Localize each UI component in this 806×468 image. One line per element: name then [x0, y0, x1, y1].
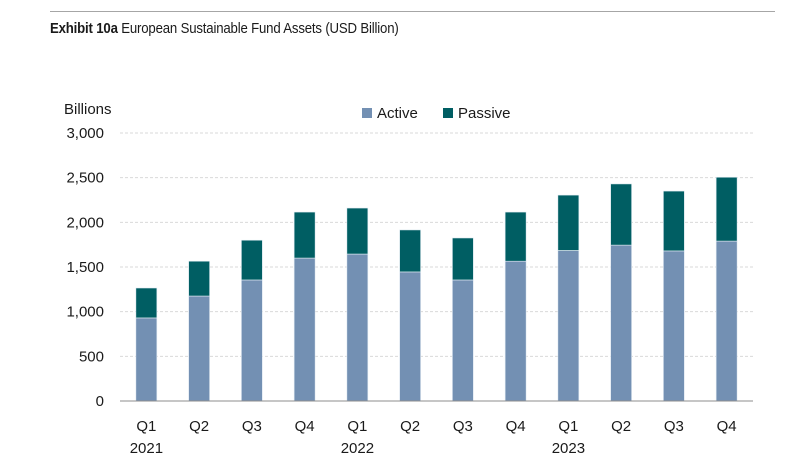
- y-tick-label: 3,000: [66, 125, 104, 142]
- exhibit-label: Exhibit 10a: [50, 20, 118, 37]
- bar-active: [346, 253, 369, 402]
- y-tick-label: 1,000: [66, 304, 104, 321]
- x-axis-ticks: Q1 2021 Q2 Q3 Q4 Q1 2022 Q2 Q3 Q4 Q1 2023 Q2 Q3 Q4: [130, 418, 737, 457]
- bar-active: [663, 250, 685, 402]
- bar-passive: [399, 229, 421, 273]
- legend-label-active: Active: [377, 105, 418, 122]
- bar-active: [135, 317, 158, 402]
- bar-passive: [293, 211, 316, 259]
- x-tick-label: Q4: [506, 418, 526, 435]
- bar-active: [241, 279, 263, 402]
- x-tick-year-label: 2021: [130, 440, 163, 457]
- x-tick-year-label: 2022: [341, 440, 374, 457]
- x-tick-label: Q3: [242, 418, 262, 435]
- legend-label-passive: Passive: [458, 105, 511, 122]
- bar-passive: [241, 239, 263, 281]
- y-tick-label: 500: [79, 348, 104, 365]
- title-text: European Sustainable Fund Assets (USD Bi…: [121, 20, 399, 37]
- bar-active: [452, 279, 474, 402]
- y-tick-label: 0: [96, 393, 104, 410]
- bar-active: [399, 271, 421, 402]
- bar-active: [715, 240, 738, 402]
- bar-active: [557, 250, 580, 402]
- bar-passive: [452, 237, 474, 281]
- x-tick-label: Q2: [400, 418, 420, 435]
- bar-passive: [504, 211, 527, 262]
- legend-swatch-passive: [443, 108, 453, 118]
- y-axis-ticks: 0 500 1,000 1,500 2,000 2,500 3,000: [66, 125, 104, 410]
- bar-active: [610, 244, 632, 402]
- x-tick-label: Q4: [717, 418, 737, 435]
- bar-passive: [715, 176, 738, 242]
- x-tick-label: Q4: [295, 418, 315, 435]
- x-tick-label: Q1: [347, 418, 367, 435]
- bar-active: [504, 260, 527, 402]
- bars: [135, 176, 738, 402]
- bar-passive: [188, 260, 210, 297]
- top-rule: [50, 11, 775, 12]
- bar-passive: [663, 190, 685, 252]
- bar-passive: [557, 194, 580, 251]
- x-tick-label: Q2: [189, 418, 209, 435]
- legend: Active Passive: [362, 105, 511, 122]
- y-tick-label: 2,000: [66, 214, 104, 231]
- x-tick-year-label: 2023: [552, 440, 585, 457]
- x-tick-label: Q1: [136, 418, 156, 435]
- x-tick-label: Q3: [453, 418, 473, 435]
- y-axis-label: Billions: [64, 101, 112, 118]
- bar-passive: [346, 207, 369, 255]
- bar-active: [293, 257, 316, 402]
- bar-passive: [610, 183, 632, 246]
- y-tick-label: 2,500: [66, 170, 104, 187]
- chart-title: Exhibit 10a European Sustainable Fund As…: [50, 20, 399, 37]
- bar-active: [188, 295, 210, 402]
- x-tick-label: Q3: [664, 418, 684, 435]
- gridlines: [120, 132, 753, 357]
- legend-swatch-active: [362, 108, 372, 118]
- bar-passive: [135, 287, 158, 319]
- x-tick-label: Q1: [558, 418, 578, 435]
- y-tick-label: 1,500: [66, 259, 104, 276]
- x-tick-label: Q2: [611, 418, 631, 435]
